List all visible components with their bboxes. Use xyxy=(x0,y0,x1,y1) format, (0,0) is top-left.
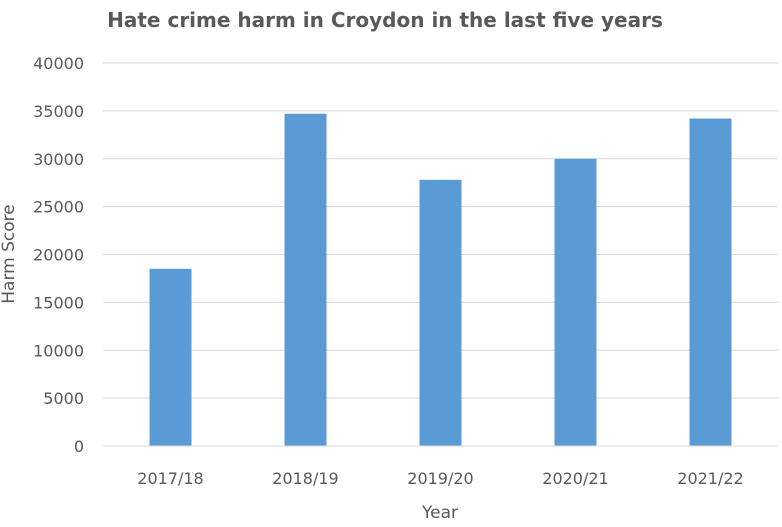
y-tick-label: 30000 xyxy=(33,150,84,169)
x-axis-label: Year xyxy=(421,503,458,523)
bar-2021-22 xyxy=(689,118,732,446)
y-tick-label: 0 xyxy=(74,437,84,456)
bar-2018-19 xyxy=(284,113,327,446)
y-tick-label: 35000 xyxy=(33,102,84,121)
x-tick-label: 2020/21 xyxy=(542,469,608,488)
y-tick-label: 20000 xyxy=(33,246,84,265)
y-tick-label: 25000 xyxy=(33,198,84,217)
y-axis-ticks: 0 5000 10000 15000 20000 25000 30000 35000 40000 xyxy=(33,54,84,456)
y-tick-label: 5000 xyxy=(43,389,84,408)
x-tick-label: 2017/18 xyxy=(137,469,203,488)
y-axis-label: Harm Score xyxy=(0,204,19,303)
bar-2019-20 xyxy=(419,179,462,446)
x-tick-label: 2019/20 xyxy=(407,469,473,488)
bar-2017-18 xyxy=(149,268,192,446)
y-tick-label: 10000 xyxy=(33,341,84,360)
bars xyxy=(149,113,732,446)
bar-2020-21 xyxy=(554,158,597,446)
y-tick-label: 15000 xyxy=(33,293,84,312)
x-tick-label: 2021/22 xyxy=(677,469,743,488)
x-tick-label: 2018/19 xyxy=(272,469,338,488)
chart-title: Hate crime harm in Croydon in the last f… xyxy=(107,8,663,32)
y-tick-label: 40000 xyxy=(33,54,84,73)
x-axis-ticks: 2017/18 2018/19 2019/20 2020/21 2021/22 xyxy=(137,469,743,488)
